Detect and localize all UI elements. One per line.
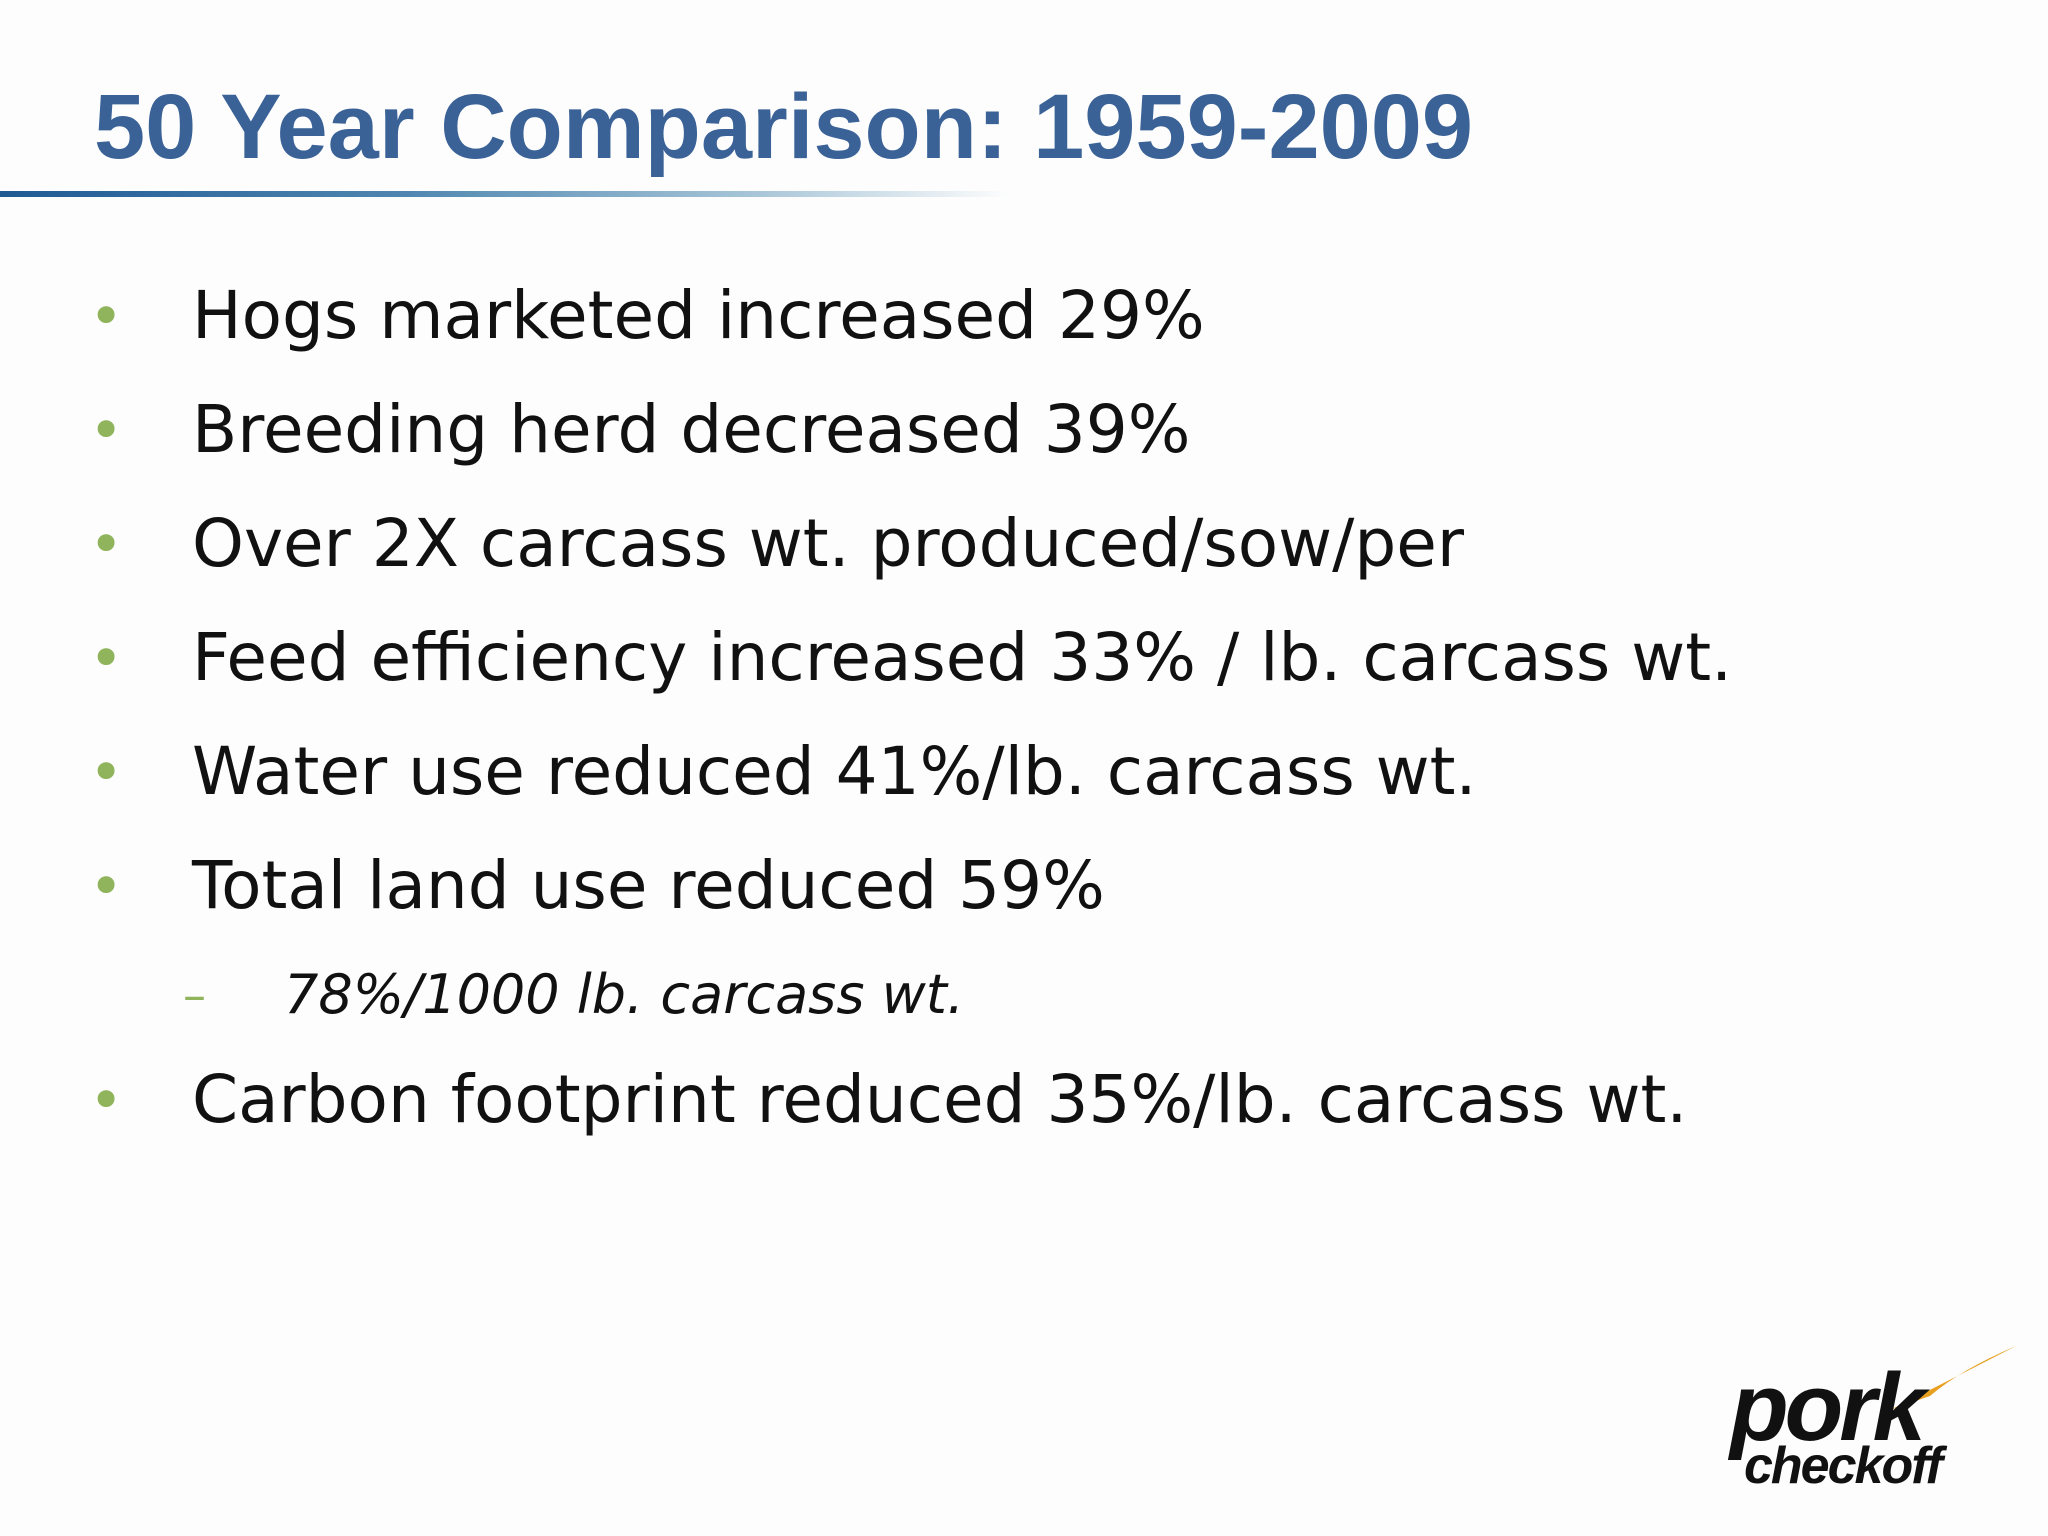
bullet-text: Over 2X carcass wt. produced/sow/per xyxy=(192,505,1464,582)
bullet-text: Breeding herd decreased 39% xyxy=(192,391,1191,468)
bullet-item: • Breeding herd decreased 39% xyxy=(0,380,1900,480)
bullet-marker: • xyxy=(89,738,124,806)
bullet-marker: • xyxy=(89,624,124,692)
logo-wordmark-checkoff: checkoff xyxy=(1744,1437,1943,1495)
sub-bullet-marker: – xyxy=(183,968,206,1022)
bullet-item: • Total land use reduced 59% xyxy=(0,836,1900,936)
bullet-item: • Feed efficiency increased 33% / lb. ca… xyxy=(0,608,1900,708)
pork-checkoff-logo: pork checkoff xyxy=(1720,1340,2020,1500)
bullet-text: Hogs marketed increased 29% xyxy=(192,277,1205,354)
sub-bullet-item: – 78%/1000 lb. carcass wt. xyxy=(0,955,1900,1035)
title-underline xyxy=(0,191,1010,197)
bullet-item: • Water use reduced 41%/lb. carcass wt. xyxy=(0,722,1900,822)
bullet-marker: • xyxy=(89,510,124,578)
bullet-text: Feed efficiency increased 33% / lb. carc… xyxy=(192,619,1733,696)
bullet-marker: • xyxy=(89,1066,124,1134)
bullet-text: Water use reduced 41%/lb. carcass wt. xyxy=(192,733,1477,810)
swoosh-icon xyxy=(1890,1346,2016,1410)
bullet-text: Carbon footprint reduced 35%/lb. carcass… xyxy=(192,1061,1688,1138)
bullet-marker: • xyxy=(89,396,124,464)
bullet-item: • Carbon footprint reduced 35%/lb. carca… xyxy=(0,1050,1900,1150)
bullet-item: • Hogs marketed increased 29% xyxy=(0,266,1900,366)
slide-title: 50 Year Comparison: 1959-2009 xyxy=(94,76,1474,178)
sub-bullet-text: 78%/1000 lb. carcass wt. xyxy=(284,963,965,1026)
bullet-text: Total land use reduced 59% xyxy=(192,847,1105,924)
bullet-marker: • xyxy=(89,852,124,920)
bullet-marker: • xyxy=(89,282,124,350)
bullet-item: • Over 2X carcass wt. produced/sow/per xyxy=(0,494,1900,594)
logo-wordmark-pork: pork xyxy=(1730,1354,1926,1461)
